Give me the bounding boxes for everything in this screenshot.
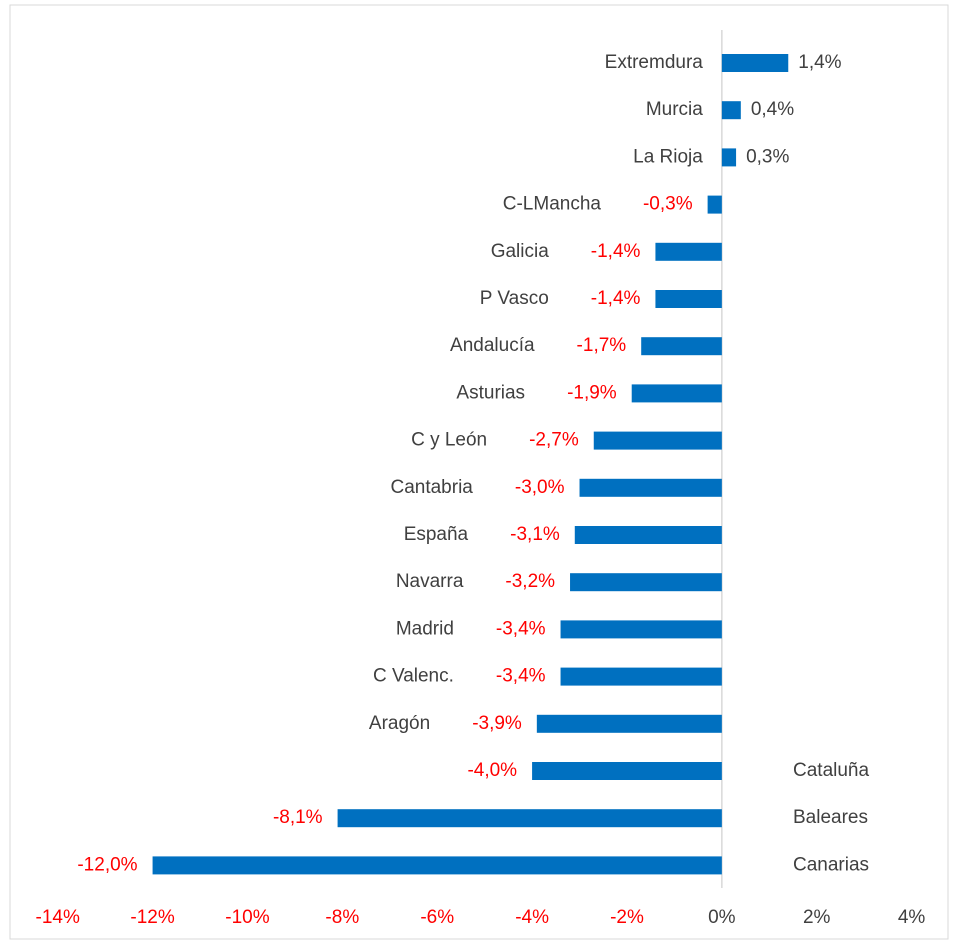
category-label: Canarias (793, 854, 869, 875)
x-tick-label: 0% (708, 907, 736, 928)
category-label: La Rioja (633, 146, 703, 167)
category-label: Navarra (396, 571, 464, 592)
value-label: 1,4% (798, 52, 841, 73)
value-label: -3,1% (510, 524, 560, 545)
x-tick-label: -8% (325, 907, 359, 928)
category-label: Aragón (369, 713, 430, 734)
category-label: Madrid (396, 618, 454, 639)
bar (721, 148, 737, 167)
bar (641, 337, 722, 356)
category-label: Galicia (491, 241, 550, 262)
category-label: Asturias (456, 382, 525, 403)
category-label: C Valenc. (373, 666, 454, 687)
value-label: 0,3% (746, 146, 789, 167)
bar (579, 478, 722, 497)
value-label: -3,9% (472, 713, 522, 734)
x-tick-label: -2% (610, 907, 644, 928)
value-label: -0,3% (643, 194, 693, 215)
bar (532, 762, 722, 780)
value-label: -1,4% (591, 241, 641, 262)
value-label: -1,7% (577, 335, 627, 356)
category-label: España (404, 524, 469, 545)
category-label: Extremdura (605, 52, 704, 73)
x-tick-label: 2% (803, 907, 831, 928)
bar (655, 242, 722, 261)
value-label: -3,4% (496, 666, 546, 687)
category-label: Cantabria (390, 477, 473, 498)
x-tick-label: -6% (420, 907, 454, 928)
category-label: C y León (411, 430, 487, 451)
category-label: C-LMancha (503, 194, 602, 215)
chart-frame (9, 4, 949, 940)
bar (707, 195, 722, 214)
bar (560, 667, 722, 686)
value-label: -3,2% (505, 571, 555, 592)
category-label: Baleares (793, 807, 868, 828)
value-label: -1,9% (567, 382, 617, 403)
bar (721, 54, 789, 72)
category-label: Andalucía (450, 335, 535, 356)
x-tick-label: 4% (898, 907, 926, 928)
value-label: -1,4% (591, 288, 641, 309)
category-label: Murcia (646, 99, 703, 120)
bar (593, 431, 722, 450)
value-label: -3,4% (496, 618, 546, 639)
value-label: 0,4% (751, 99, 794, 120)
x-tick-label: -14% (36, 907, 80, 928)
bar (574, 526, 722, 544)
x-tick-label: -10% (225, 907, 269, 928)
category-label: Cataluña (793, 760, 869, 781)
category-label: P Vasco (480, 288, 549, 309)
bar (631, 384, 722, 403)
bar (337, 809, 722, 828)
x-tick-label: -12% (130, 907, 174, 928)
x-tick-label: -4% (515, 907, 549, 928)
bar (570, 573, 722, 592)
value-label: -12,0% (77, 854, 137, 875)
bar (560, 620, 722, 639)
value-label: -8,1% (273, 807, 323, 828)
bar (536, 714, 722, 733)
bar (152, 856, 722, 875)
bar (721, 101, 741, 120)
value-label: -2,7% (529, 430, 579, 451)
value-label: -3,0% (515, 477, 565, 498)
bar (655, 290, 722, 308)
value-label: -4,0% (467, 760, 517, 781)
